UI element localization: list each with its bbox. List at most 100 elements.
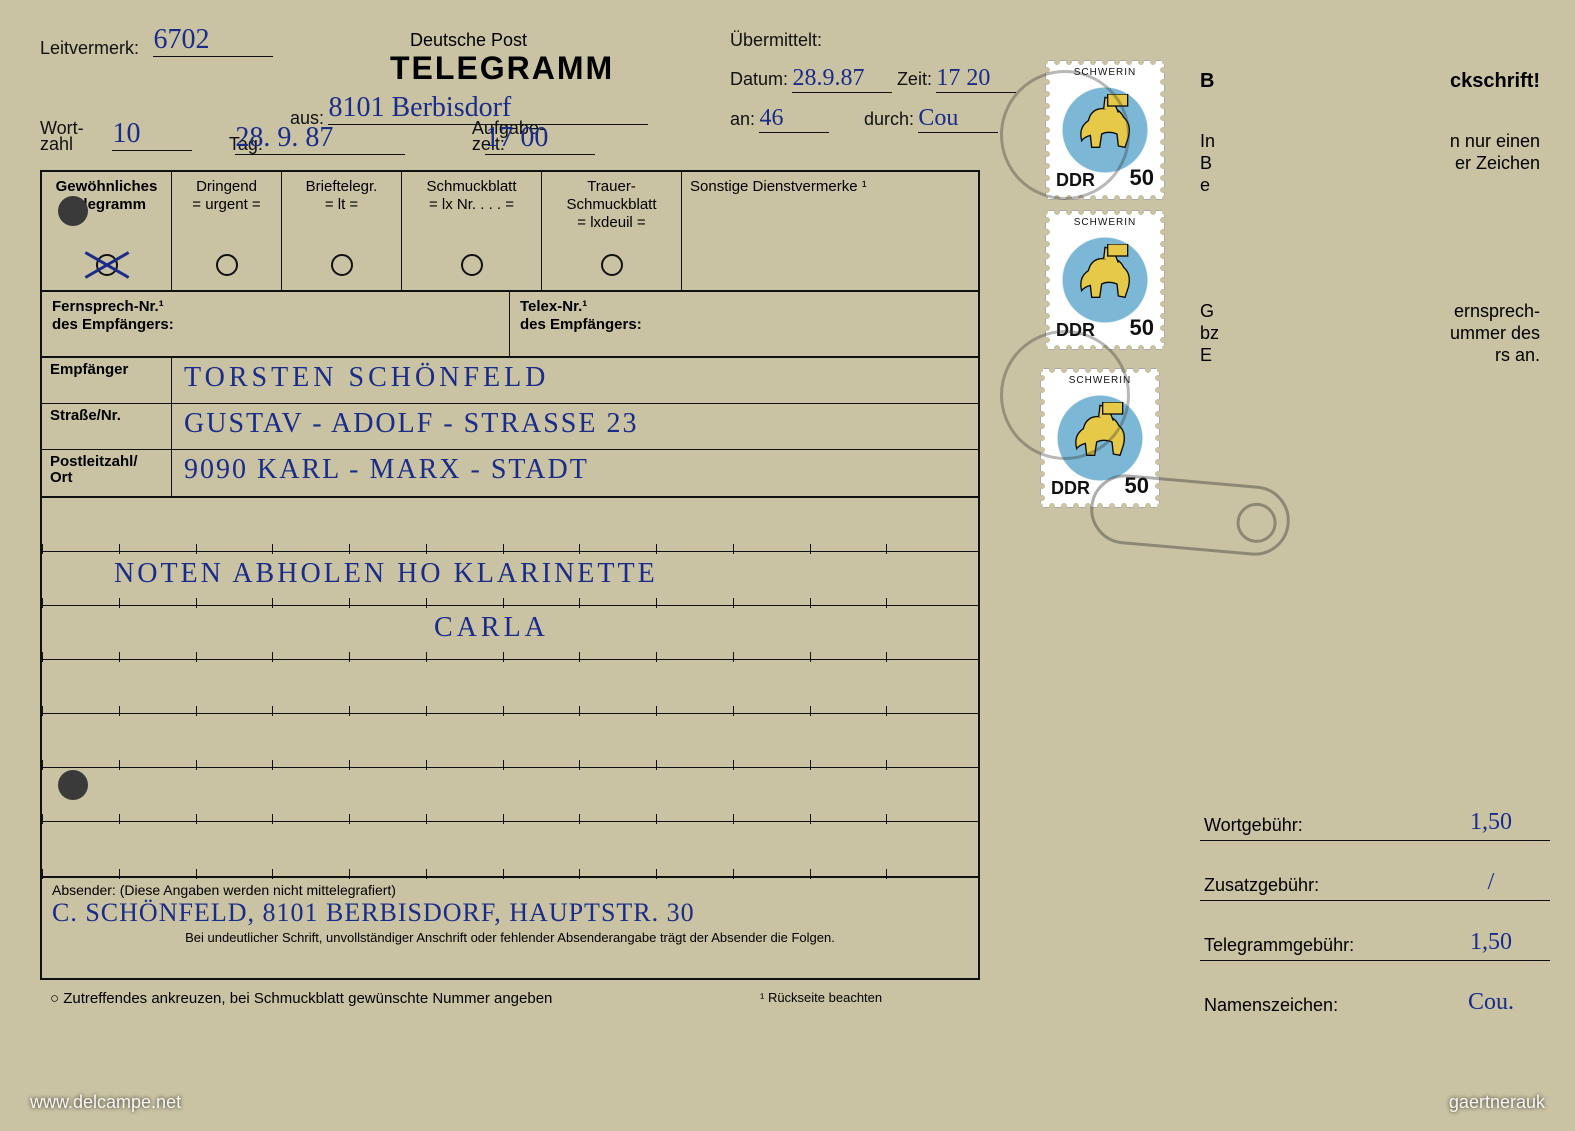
type-schmuck-checkbox[interactable]: [461, 254, 483, 276]
leitvermerk: Leitvermerk: 6702: [40, 30, 263, 63]
rp1-c: B: [1200, 153, 1212, 173]
right-heading: B ckschrift!: [1200, 70, 1540, 93]
an-durch-row: an: 46 durch: Cou: [730, 105, 998, 133]
telegram-form: Leitvermerk: 6702 Deutsche Post TELEGRAM…: [10, 10, 1565, 1121]
type-brief-label: Brieftelegr. = lt =: [290, 178, 393, 214]
datum-zeit-row: Datum: 28.9.87 Zeit: 17 20: [730, 65, 1016, 93]
fee-namen: Namenszeichen: Cou.: [1200, 960, 1550, 1020]
type-dringend-checkbox[interactable]: [216, 254, 238, 276]
fee-wort-value: 1,50: [1436, 809, 1546, 836]
rp2-f: rs an.: [1495, 344, 1540, 366]
datum-label: Datum:: [730, 69, 788, 89]
rp1-b: n nur einen: [1450, 130, 1540, 152]
telegramm-title: TELEGRAMM: [390, 50, 614, 87]
plz-ort-row: Postleitzahl/ Ort 9090 KARL - MARX - STA…: [42, 450, 978, 496]
postmark-1: [1000, 330, 1130, 460]
fee-zusatz-value: /: [1436, 869, 1546, 896]
absender-label: Absender: (Diese Angaben werden nicht mi…: [52, 882, 968, 898]
fee-tele-label: Telegrammgebühr:: [1204, 935, 1436, 956]
footer-left: ○ Zutreffendes ankreuzen, bei Schmuckbla…: [50, 990, 552, 1007]
type-trauer: Trauer- Schmuckblatt = lxdeuil =: [542, 172, 682, 290]
stamp-top: SCHWERIN: [1046, 217, 1164, 228]
strasse-value: GUSTAV - ADOLF - STRASSE 23: [172, 404, 978, 449]
type-gewoehnlich-checkbox[interactable]: [96, 254, 118, 276]
postage-stamp-1: SCHWERINDDR50: [1045, 210, 1165, 350]
durch-label: durch:: [864, 109, 914, 129]
stamp-value: 50: [1130, 165, 1154, 191]
deutsche-post-label: Deutsche Post: [410, 30, 527, 51]
message-area: NOTEN ABHOLEN HO KLARINETTE CARLA: [42, 496, 978, 876]
tag-value: 28. 9. 87: [235, 122, 405, 155]
rp2-c: bz: [1200, 323, 1219, 343]
leitvermerk-value: 6702: [153, 24, 273, 57]
stamp-value: 50: [1130, 315, 1154, 341]
leitvermerk-label: Leitvermerk:: [40, 38, 139, 58]
an-value: 46: [759, 105, 829, 133]
wortzahl-value: 10: [112, 118, 192, 151]
type-trauer-checkbox[interactable]: [601, 254, 623, 276]
aufgabe-value: 17 00: [485, 122, 595, 155]
right-para1: In n nur einen B er Zeichen e: [1200, 130, 1540, 196]
fee-wort: Wortgebühr: 1,50: [1200, 780, 1550, 840]
stamp-country: DDR: [1051, 478, 1090, 499]
msg-line-2: CARLA: [42, 606, 978, 660]
horse-icon: [1070, 244, 1140, 304]
rh-a: B: [1200, 70, 1214, 92]
watermark-left: www.delcampe.net: [30, 1092, 181, 1113]
msg-line-0: [42, 498, 978, 552]
empfaenger-label: Empfänger: [42, 358, 172, 403]
uebermittelt-label: Übermittelt:: [730, 30, 822, 51]
right-para2: G ernsprech- bz ummer des E rs an.: [1200, 300, 1540, 366]
rp2-e: E: [1200, 345, 1212, 365]
type-schmuck-label: Schmuckblatt = lx Nr. . . . =: [410, 178, 533, 214]
rh-b: ckschrift!: [1450, 70, 1540, 92]
msg-line-3: [42, 660, 978, 714]
empfaenger-row: Empfänger TORSTEN SCHÖNFELD: [42, 358, 978, 404]
type-brief-checkbox[interactable]: [331, 254, 353, 276]
postmark-0: [1000, 70, 1130, 200]
form-frame: Gewöhnliches Telegramm Dringend = urgent…: [40, 170, 980, 980]
fees-block: Wortgebühr: 1,50 Zusatzgebühr: / Telegra…: [1200, 780, 1550, 1020]
strasse-label: Straße/Nr.: [42, 404, 172, 449]
fee-tele: Telegrammgebühr: 1,50: [1200, 900, 1550, 960]
type-trauer-label: Trauer- Schmuckblatt = lxdeuil =: [550, 178, 673, 232]
absender-block: Absender: (Diese Angaben werden nicht mi…: [42, 876, 978, 964]
zeit-label: Zeit:: [897, 69, 932, 89]
fernsprech-label: Fernsprech-Nr.¹ des Empfängers:: [42, 292, 510, 356]
msg-text-1: NOTEN ABHOLEN HO KLARINETTE: [114, 558, 658, 589]
fee-namen-label: Namenszeichen:: [1204, 995, 1436, 1016]
footer-right: ¹ Rückseite beachten: [760, 990, 882, 1005]
fee-zusatz: Zusatzgebühr: /: [1200, 840, 1550, 900]
zeit-value: 17 20: [936, 65, 1016, 93]
wortzahl-label: Wort- zahl: [40, 120, 100, 152]
msg-line-5: [42, 768, 978, 822]
fee-wort-label: Wortgebühr:: [1204, 815, 1436, 836]
rp1-d: er Zeichen: [1455, 152, 1540, 174]
telegram-type-row: Gewöhnliches Telegramm Dringend = urgent…: [42, 172, 978, 292]
posthorn-icon: [1235, 501, 1278, 544]
an-label: an:: [730, 109, 755, 129]
punch-hole-1: [58, 770, 88, 800]
rp1-e: e: [1200, 175, 1210, 195]
msg-line-4: [42, 714, 978, 768]
type-gewoehnlich: Gewöhnliches Telegramm: [42, 172, 172, 290]
msg-text-2: CARLA: [434, 612, 549, 643]
punch-hole-0: [58, 196, 88, 226]
type-sonstige-label: Sonstige Dienstvermerke ¹: [690, 178, 970, 196]
empfaenger-value: TORSTEN SCHÖNFELD: [172, 358, 978, 403]
type-sonstige: Sonstige Dienstvermerke ¹: [682, 172, 978, 290]
durch-value: Cou: [918, 105, 998, 133]
absender-note: Bei undeutlicher Schrift, unvollständige…: [52, 930, 968, 945]
rp2-b: ernsprech-: [1454, 300, 1540, 322]
strasse-row: Straße/Nr. GUSTAV - ADOLF - STRASSE 23: [42, 404, 978, 450]
rp2-d: ummer des: [1450, 322, 1540, 344]
msg-line-6: [42, 822, 978, 876]
fee-namen-value: Cou.: [1436, 989, 1546, 1016]
telex-label: Telex-Nr.¹ des Empfängers:: [510, 292, 978, 356]
line-wort-tag-aufgabe: Wort- zahl 10 Tag: 28. 9. 87 Aufgabe- ze…: [40, 120, 589, 159]
type-dringend: Dringend = urgent =: [172, 172, 282, 290]
rp2-a: G: [1200, 301, 1214, 321]
datum-value: 28.9.87: [792, 65, 892, 93]
rp1-a: In: [1200, 131, 1215, 151]
type-schmuck: Schmuckblatt = lx Nr. . . . =: [402, 172, 542, 290]
